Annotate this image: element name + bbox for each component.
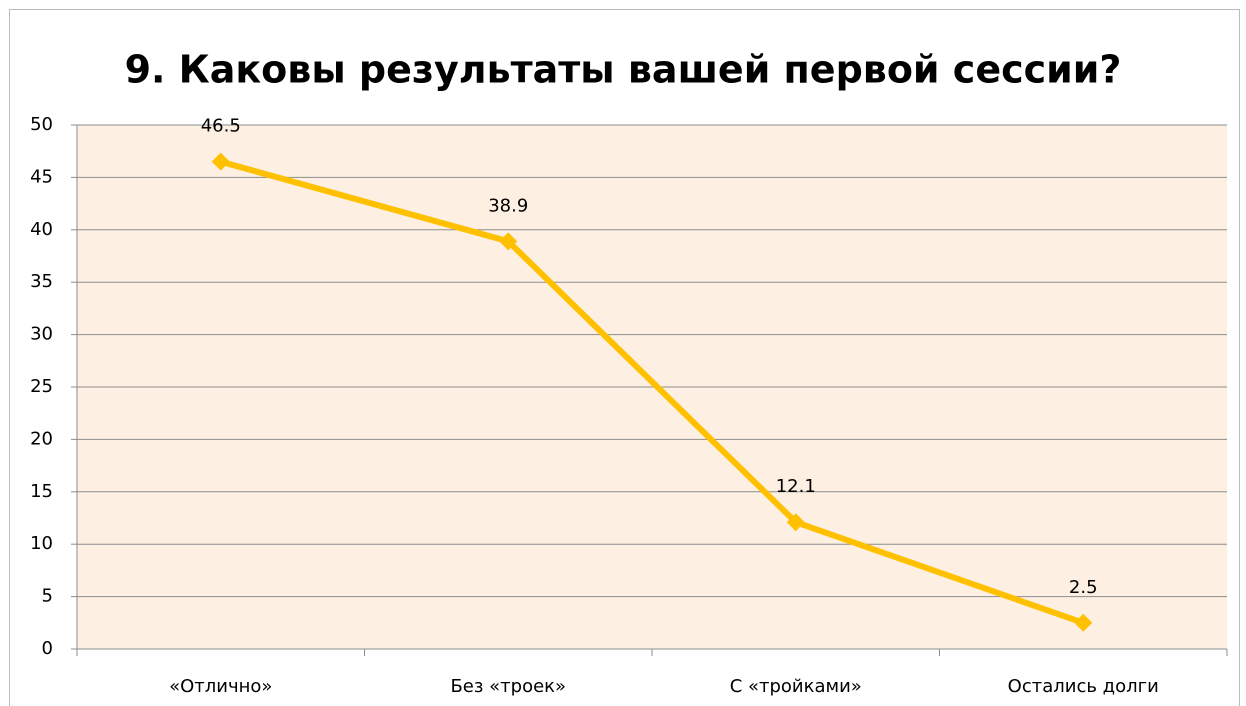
- data-marker: [1074, 613, 1093, 632]
- data-line: [219, 158, 1085, 626]
- data-label: 46.5: [201, 116, 241, 137]
- x-tick-label: С «тройками»: [730, 676, 862, 697]
- y-tick-label: 5: [42, 586, 53, 607]
- y-tick-label: 0: [42, 638, 53, 659]
- y-tick-label: 35: [30, 271, 53, 292]
- y-tick-label: 15: [30, 481, 53, 502]
- y-tick-label: 50: [30, 114, 53, 135]
- data-marker: [786, 513, 805, 532]
- chart-title: 9. Каковы результаты вашей первой сессии…: [125, 48, 1122, 92]
- y-tick-label: 25: [30, 376, 53, 397]
- data-marker: [211, 152, 230, 171]
- y-tick-label: 30: [30, 324, 53, 345]
- data-label: 38.9: [488, 195, 528, 216]
- data-marker: [499, 232, 518, 251]
- x-tick-label: Остались долги: [1008, 676, 1159, 697]
- y-tick-label: 20: [30, 428, 53, 449]
- data-label: 12.1: [776, 476, 816, 497]
- y-tick-label: 45: [30, 166, 53, 187]
- y-tick-label: 40: [30, 219, 53, 240]
- x-tick-label: Без «троек»: [450, 676, 566, 697]
- data-label: 2.5: [1069, 577, 1098, 598]
- y-tick-label: 10: [30, 533, 53, 554]
- x-tick-label: «Отлично»: [169, 676, 272, 697]
